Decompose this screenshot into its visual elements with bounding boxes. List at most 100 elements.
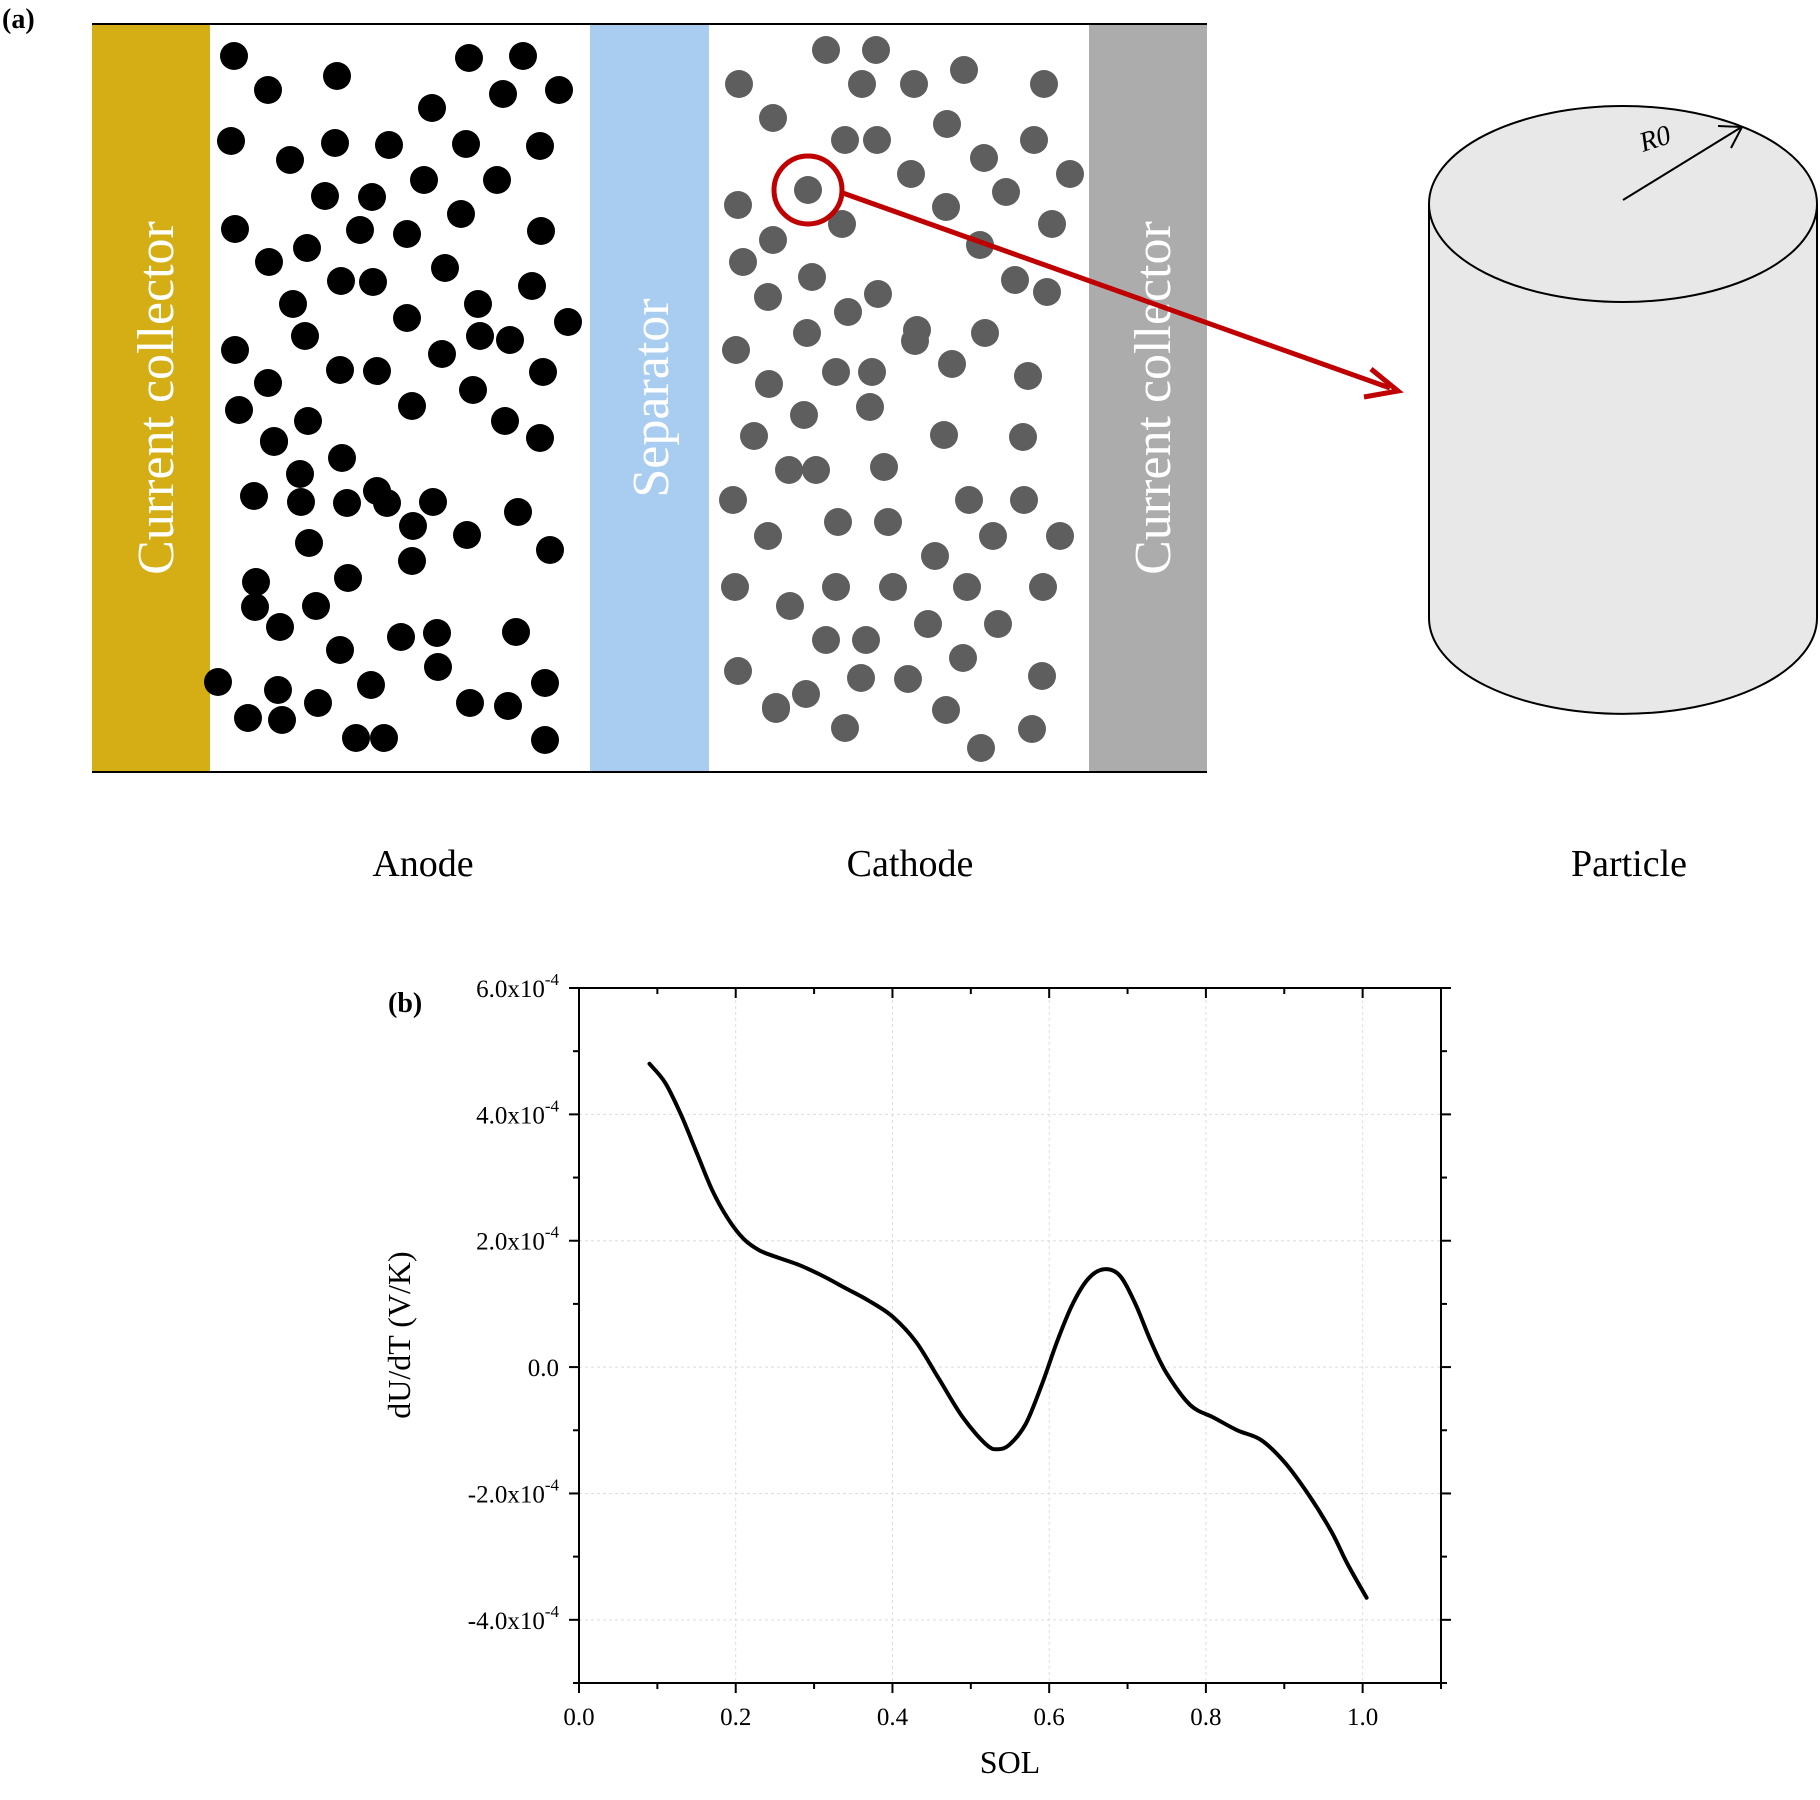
anode-particle xyxy=(240,482,268,510)
anode-particle xyxy=(423,619,451,647)
anode-particle xyxy=(453,521,481,549)
cathode-particle xyxy=(719,486,747,514)
particle-label: Particle xyxy=(1571,843,1687,885)
anode-particle xyxy=(241,593,269,621)
anode-particle xyxy=(502,618,530,646)
cathode-particle xyxy=(793,319,821,347)
cathode-particle xyxy=(802,456,830,484)
x-tick-label: 0.6 xyxy=(1034,1704,1065,1731)
cathode-particle xyxy=(897,160,925,188)
cathode-particle xyxy=(1046,522,1074,550)
anode-particle xyxy=(554,308,582,336)
anode-particle xyxy=(398,547,426,575)
panel-b: (b) 0.0 0.2 0.4 0.6 0.8 1.0 -4.0x10-4 -2.0x10-… xyxy=(381,970,1451,1780)
anode-particle xyxy=(491,407,519,435)
anode-particle xyxy=(291,322,319,350)
cathode-particle xyxy=(755,370,783,398)
anode-particle xyxy=(286,460,314,488)
anode-particle xyxy=(424,653,452,681)
x-axis-title: SOL xyxy=(980,1744,1040,1780)
cathode-particle xyxy=(722,336,750,364)
cathode-particle xyxy=(914,610,942,638)
anode-particle xyxy=(357,671,385,699)
anode-particle xyxy=(399,512,427,540)
cathode-particle xyxy=(1020,126,1048,154)
anode-particle xyxy=(419,488,447,516)
anode-particle xyxy=(321,129,349,157)
anode-particle xyxy=(393,304,421,332)
cathode-particle xyxy=(754,522,782,550)
x-tick-label: 0.8 xyxy=(1190,1704,1221,1731)
cathode-particle xyxy=(870,453,898,481)
anode-particle xyxy=(370,724,398,752)
separator-label: Separator xyxy=(623,298,680,497)
anode-particle xyxy=(333,489,361,517)
anode-particle xyxy=(342,724,370,752)
cathode-particle xyxy=(992,178,1020,206)
chart-ticks xyxy=(569,987,1451,1693)
anode-particle xyxy=(255,248,283,276)
cathode-particle xyxy=(775,456,803,484)
right-collector-label: Current collector xyxy=(1125,221,1182,575)
cathode-particle xyxy=(812,626,840,654)
cathode-particle xyxy=(798,263,826,291)
x-tick-label: 1.0 xyxy=(1347,1704,1378,1731)
cathode-particle xyxy=(856,393,884,421)
y-tick-label: 4.0x10-4 xyxy=(476,1096,559,1129)
anode-particle xyxy=(375,131,403,159)
anode-particle xyxy=(217,127,245,155)
cathode-particle xyxy=(949,644,977,672)
anode-particle xyxy=(311,182,339,210)
anode-particle xyxy=(428,340,456,368)
cathode-particle xyxy=(932,696,960,724)
anode-label: Anode xyxy=(372,843,473,885)
cathode-particle xyxy=(901,327,929,355)
anode-particle xyxy=(268,706,296,734)
anode-particle xyxy=(293,234,321,262)
left-collector-label: Current collector xyxy=(128,221,185,575)
plot-frame xyxy=(578,987,1442,1684)
anode-particle xyxy=(304,689,332,717)
anode-particle xyxy=(359,268,387,296)
anode-particle xyxy=(287,488,315,516)
highlighted-particle-ring xyxy=(771,153,845,227)
cylinder-body xyxy=(1428,203,1818,715)
series-line-dudt xyxy=(647,1061,1369,1600)
anode-particle xyxy=(373,489,401,517)
cathode-particle xyxy=(831,126,859,154)
anode-particle xyxy=(327,267,355,295)
cathode-particle xyxy=(828,210,856,238)
cathode-particle xyxy=(930,421,958,449)
anode-particle xyxy=(221,336,249,364)
anode-particle xyxy=(531,726,559,754)
anode-particle xyxy=(294,407,322,435)
cathode-particle xyxy=(864,280,892,308)
cathode-particle xyxy=(847,664,875,692)
y-tick-label: 0.0 xyxy=(528,1355,559,1382)
cathode-particle xyxy=(759,226,787,254)
cathode-particle xyxy=(953,573,981,601)
anode-particle xyxy=(447,200,475,228)
x-tick-label: 0.0 xyxy=(563,1704,594,1731)
cathode-particle xyxy=(762,693,790,721)
cathode-particle xyxy=(1030,70,1058,98)
anode-particle xyxy=(410,166,438,194)
cylinder-top xyxy=(1428,105,1818,303)
anode-particle xyxy=(459,376,487,404)
anode-particle xyxy=(279,290,307,318)
anode-particle xyxy=(260,428,288,456)
right-current-collector xyxy=(1089,24,1207,772)
anode-particle xyxy=(529,358,557,386)
anode-particle xyxy=(221,215,249,243)
y-tick-label: 2.0x10-4 xyxy=(476,1223,559,1256)
anode-particle xyxy=(266,613,294,641)
separator xyxy=(590,24,709,772)
y-axis-title: dU/dT (V/K) xyxy=(381,1251,417,1418)
cathode-particle xyxy=(921,542,949,570)
cathode-particle xyxy=(950,56,978,84)
anode-particle xyxy=(494,692,522,720)
panel-b-label: (b) xyxy=(388,988,422,1019)
anode-particle xyxy=(504,498,532,526)
anode-particle xyxy=(393,220,421,248)
